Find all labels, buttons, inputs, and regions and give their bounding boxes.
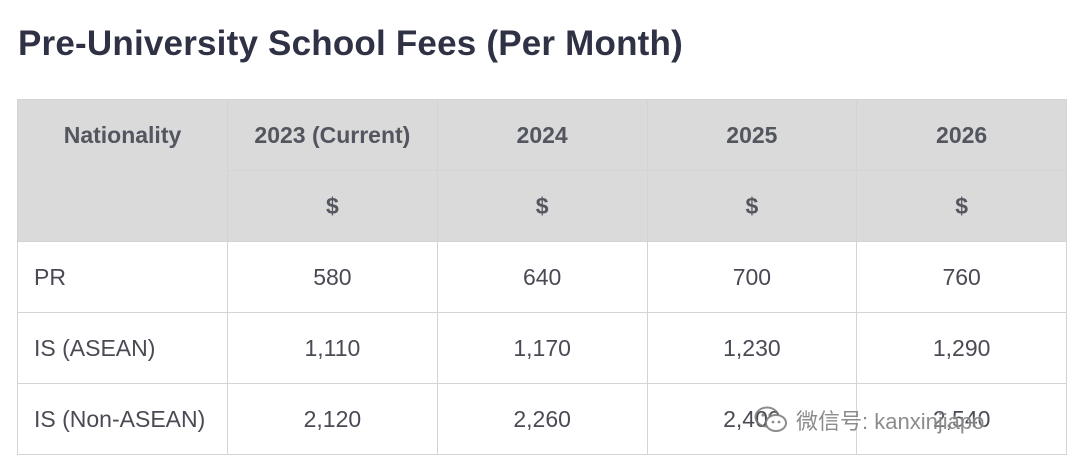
currency-header: $: [227, 170, 438, 242]
year-header: 2024: [436, 99, 648, 171]
currency-header: $: [436, 170, 648, 242]
header-row-currency: $ $ $ $: [18, 170, 1067, 242]
fee-cell: 580: [227, 241, 438, 313]
fee-cell: 700: [646, 241, 858, 313]
fee-cell: 2,540: [856, 383, 1067, 455]
header-row-years: Nationality 2023 (Current) 2024 2025 202…: [17, 99, 1067, 242]
row-label: IS (Non-ASEAN): [17, 383, 228, 455]
fee-cell: 1,170: [436, 312, 648, 384]
fee-cell: 1,110: [227, 312, 438, 384]
currency-header: $: [856, 170, 1067, 242]
fee-cell: 640: [436, 241, 648, 313]
table-row: IS (ASEAN) 1,110 1,170 1,230 1,290: [17, 312, 1067, 384]
fee-cell: 1,230: [646, 312, 858, 384]
fee-cell: 2,120: [227, 383, 438, 455]
fee-cell: 2,260: [436, 383, 648, 455]
page-title: Pre-University School Fees (Per Month): [18, 24, 683, 63]
row-label: IS (ASEAN): [17, 312, 228, 384]
fee-cell: 2,400: [646, 383, 858, 455]
year-header: 2026: [856, 99, 1067, 171]
fee-cell: 760: [856, 241, 1067, 313]
row-label: PR: [17, 241, 228, 313]
table-row: IS (Non-ASEAN) 2,120 2,260 2,400 2,540: [17, 383, 1067, 455]
year-header: 2023 (Current): [227, 99, 438, 171]
currency-header: $: [646, 170, 858, 242]
nationality-header: Nationality: [17, 99, 228, 242]
year-header: 2025: [646, 99, 858, 171]
fees-table: Nationality 2023 (Current) 2024 2025 202…: [17, 99, 1067, 455]
table-row: PR 580 640 700 760: [17, 241, 1067, 313]
fee-cell: 1,290: [856, 312, 1067, 384]
